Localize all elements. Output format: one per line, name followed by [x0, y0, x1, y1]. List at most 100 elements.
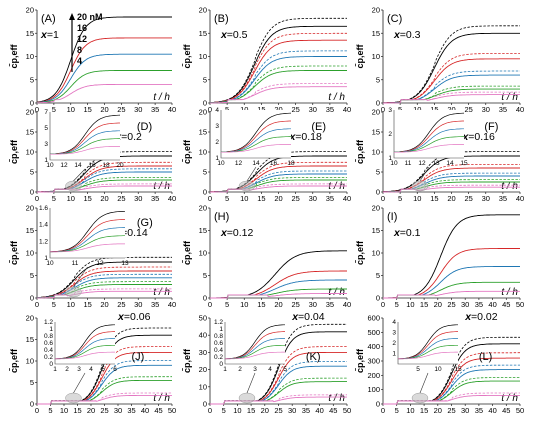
x-tick-label: 40: [343, 194, 351, 203]
inset-x-tick: 15: [454, 366, 462, 373]
y-axis-label: c̄p,eff: [9, 44, 19, 69]
inset-y-tick: 1.2: [44, 319, 53, 326]
x-tick-label: 40: [168, 194, 176, 203]
y-tick-label: 10: [26, 148, 34, 157]
inset-series-line: [398, 351, 458, 360]
x-tick-label: 35: [326, 300, 334, 309]
inset-y-tick: 3: [388, 107, 392, 114]
x-axis-label: t / h: [328, 393, 345, 404]
series-line: [36, 261, 172, 299]
inset-x-tick: 20: [116, 162, 124, 169]
inset: 1 2 3 4 5 600.20.40.60.811.2: [44, 319, 117, 404]
inset-y-tick: 7: [44, 109, 48, 116]
y-tick-label: 15: [26, 128, 34, 137]
x-tick-label: 25: [447, 300, 455, 309]
y-tick-label: 10: [199, 52, 207, 61]
x-tick-label: 10: [240, 105, 248, 114]
inset-axis: [224, 322, 285, 365]
x-tick-label: 5: [225, 105, 229, 114]
inset-y-tick: 1: [388, 155, 392, 162]
x-axis-label: t / h: [328, 181, 345, 192]
y-tick-label: 20: [199, 6, 207, 15]
x-axis-label: t / h: [501, 393, 518, 404]
y-tick-label: 10: [372, 52, 380, 61]
zoom-arrow: [73, 266, 88, 288]
y-tick-label: 0: [376, 188, 380, 197]
y-tick-label: 0: [376, 294, 380, 303]
inset-axis: [49, 112, 120, 161]
x-tick-label: 0: [35, 105, 39, 114]
inset-series-line: [394, 144, 464, 153]
panel-label: (J): [132, 351, 145, 363]
inset-x-tick: 5: [283, 366, 287, 373]
x-tick-label: 5: [52, 300, 56, 309]
series-line: [210, 165, 347, 193]
x-tick-label: 5: [225, 300, 229, 309]
inset-y-tick: 3: [392, 330, 396, 337]
y-axis-label: c̄p,eff: [9, 240, 19, 265]
inset: 5 10 15 1 2 3 4: [392, 319, 462, 404]
x-tick-label: 35: [302, 406, 310, 415]
x-axis-label: t / h: [501, 92, 518, 103]
x-axis-label: t / h: [153, 393, 170, 404]
x-tick-label: 20: [274, 300, 282, 309]
x-tick-label: 25: [274, 406, 282, 415]
series-line-dashed: [383, 164, 520, 193]
panel-c: 0 5 10 15 20 25 30 35 40 0 5 10 15 20 c̄p,eff t / h (C) x…: [355, 6, 524, 115]
zoom-region: [238, 180, 256, 192]
x-tick-label: 10: [406, 406, 414, 415]
y-tick-label: 10: [199, 382, 207, 391]
x-tick-label: 15: [257, 194, 265, 203]
y-tick-label: 20: [199, 204, 207, 213]
x-tick-label: 25: [291, 194, 299, 203]
x-tick-label: 20: [261, 406, 269, 415]
series-line: [36, 53, 172, 103]
legend-entry: 20 nM: [77, 12, 103, 22]
x-tick-label: 5: [398, 194, 402, 203]
x-tick-label: 25: [117, 194, 125, 203]
x-tick-label: 25: [117, 105, 125, 114]
x-axis-label: t / h: [328, 92, 345, 103]
y-tick-label: 20: [26, 314, 34, 323]
legend-entry: 12: [77, 34, 87, 44]
y-tick-label: 10: [372, 148, 380, 157]
inset-x-tick: 16: [270, 160, 278, 167]
x-axis-label: t / h: [153, 287, 170, 298]
x-tick-label: 10: [406, 300, 414, 309]
panel-label: (L): [479, 351, 492, 363]
zoom-region: [238, 392, 256, 404]
x-tick-label: 40: [141, 406, 149, 415]
x-tick-label: 25: [291, 105, 299, 114]
y-tick-label: 10: [372, 249, 380, 258]
panel-k: 0 5 10 15 20 25 30 35 40 45 5001020304050c̄p,efft …: [182, 311, 351, 415]
x-value-label: x=1: [40, 29, 59, 41]
inset-x-tick: 10: [46, 162, 54, 169]
x-value-label: x=0.3: [393, 29, 421, 41]
inset-y-tick: 0: [219, 361, 223, 368]
inset-y-tick: 2: [392, 340, 396, 347]
y-tick-label: 500: [367, 328, 380, 337]
inset-y-tick: 4: [215, 107, 219, 114]
y-tick-label: 10: [199, 249, 207, 258]
y-axis-label: c̄p,eff: [355, 348, 365, 373]
x-tick-label: 0: [35, 300, 39, 309]
y-tick-label: 5: [30, 378, 34, 387]
x-tick-label: 10: [67, 105, 75, 114]
axis-lines: [209, 208, 347, 299]
x-tick-label: 30: [114, 406, 122, 415]
series-line: [36, 70, 172, 104]
x-axis-label: t / h: [328, 287, 345, 298]
x-tick-label: 20: [447, 194, 455, 203]
inset-x-tick: 4: [268, 366, 272, 373]
x-tick-label: 30: [482, 194, 490, 203]
inset-series-line: [50, 146, 120, 155]
x-tick-label: 35: [499, 105, 507, 114]
x-tick-label: 10: [67, 300, 75, 309]
y-tick-label: 20: [372, 108, 380, 117]
panel-label: (A): [41, 13, 56, 25]
y-tick-label: 5: [203, 168, 207, 177]
series-line-dashed: [37, 281, 172, 299]
series-line-dashed: [37, 288, 172, 299]
